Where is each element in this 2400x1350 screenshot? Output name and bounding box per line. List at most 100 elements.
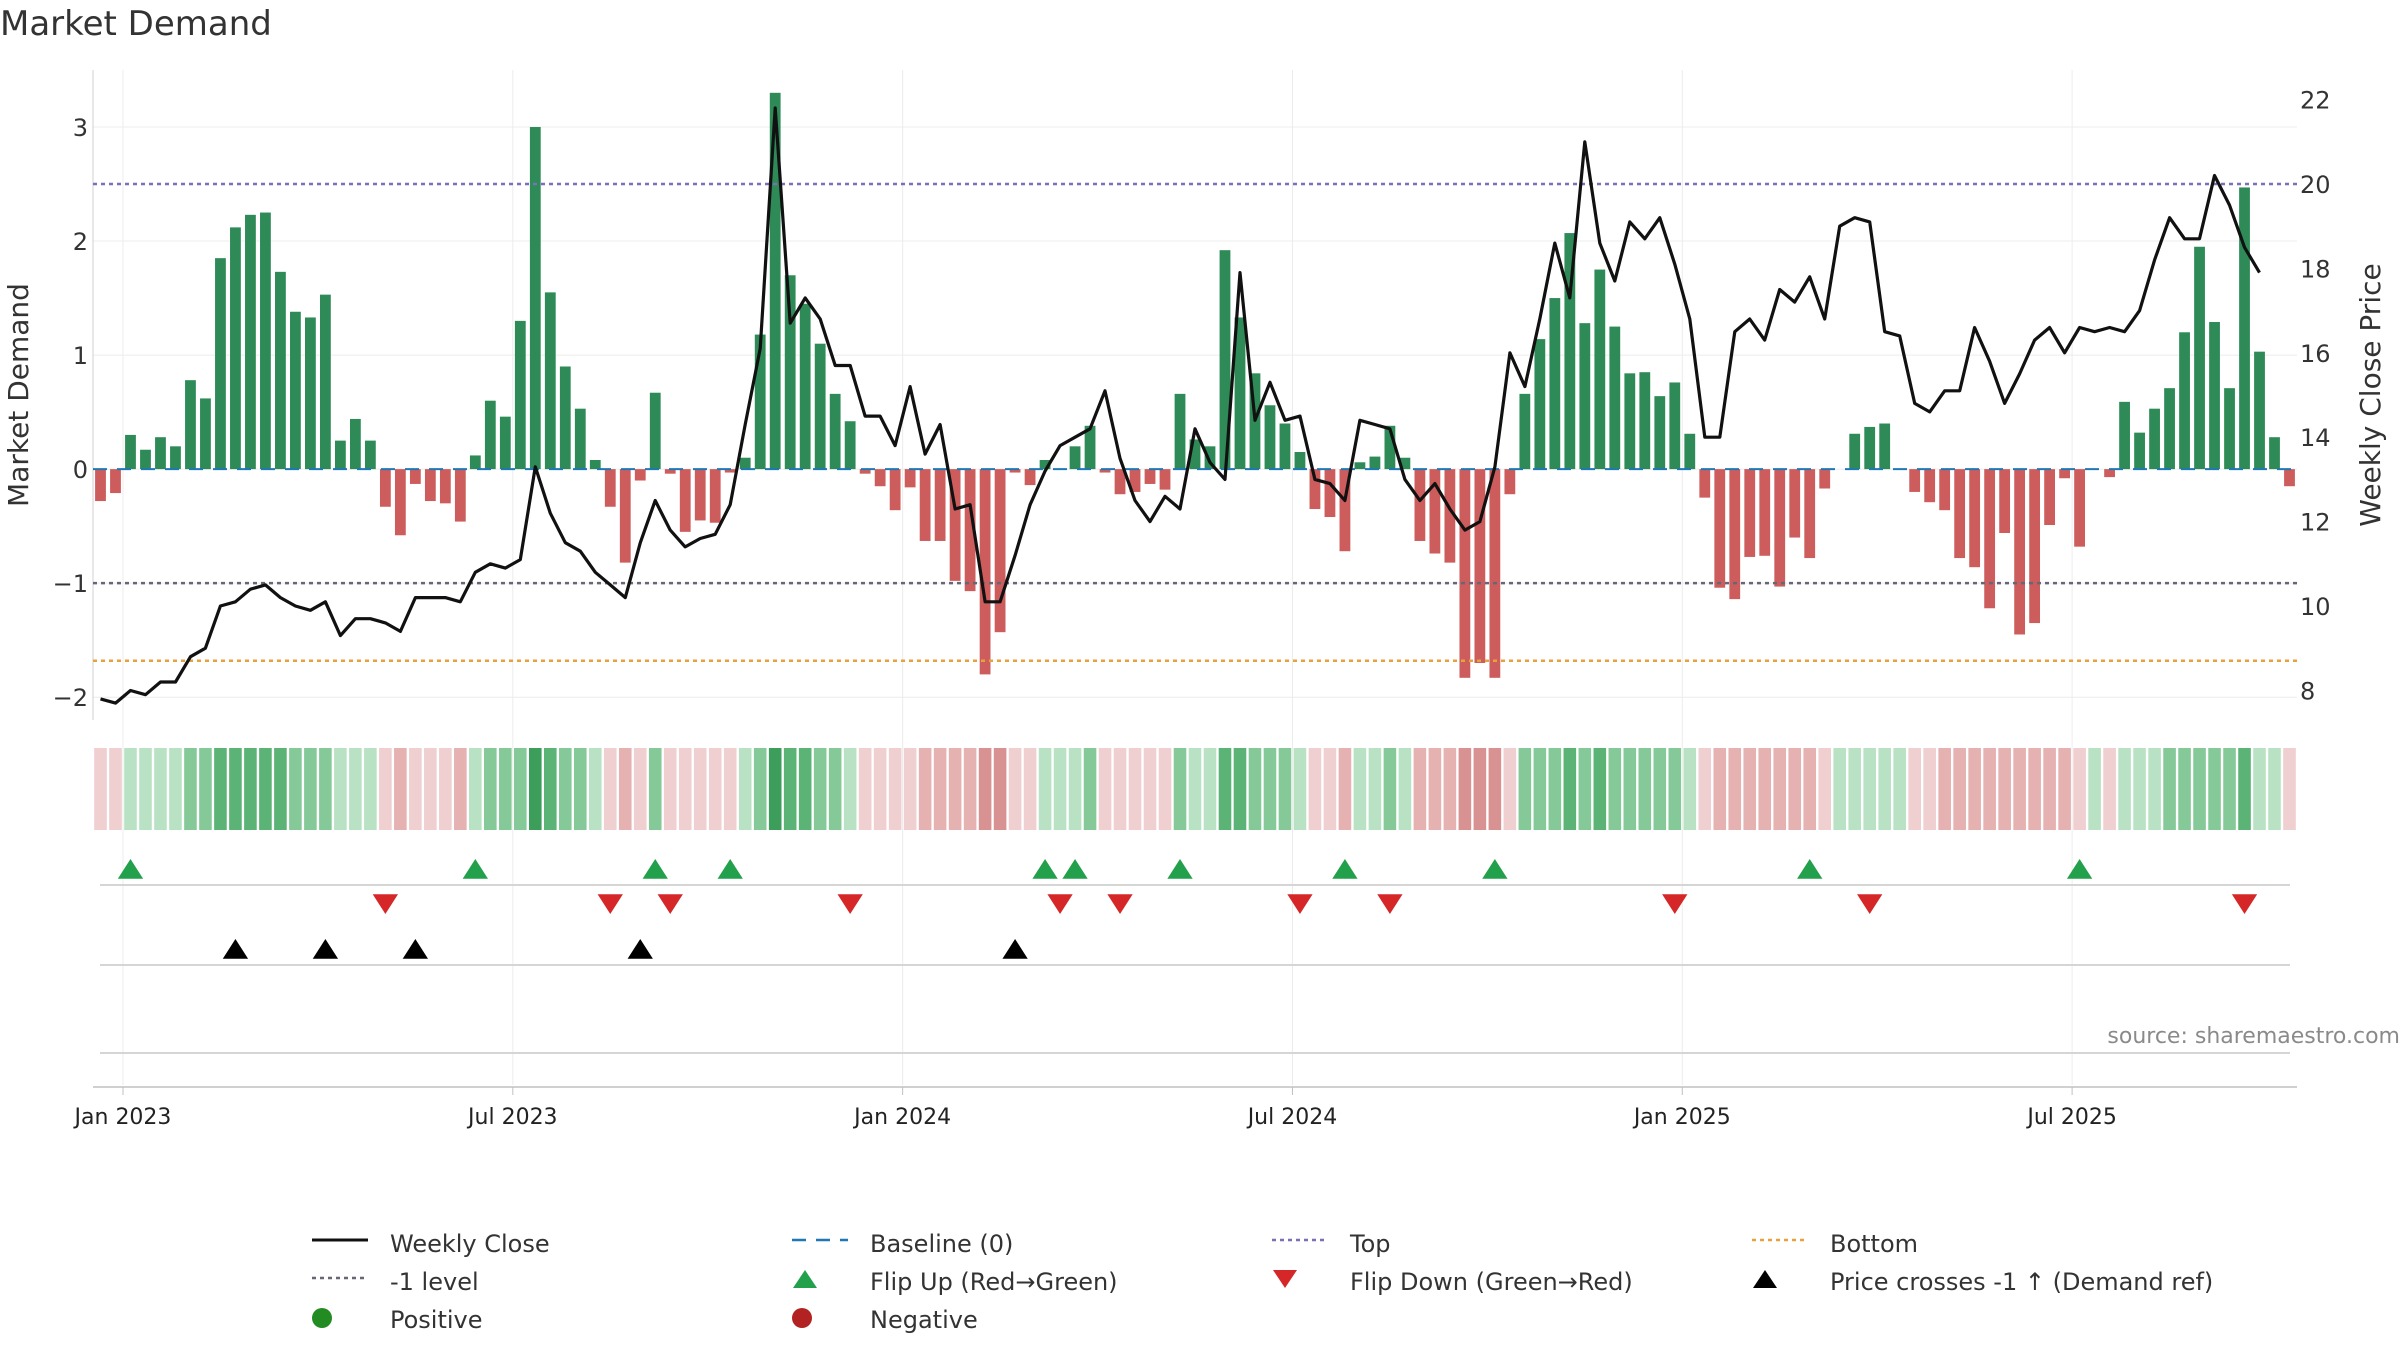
legend-item-flip-down: Flip Down (Green→Red) [1270, 1268, 1633, 1296]
price-cross-marker [222, 939, 249, 959]
heat-cell [1803, 748, 1817, 830]
demand-bar [1399, 457, 1411, 470]
legend-item-positive: Positive [310, 1306, 483, 1334]
solid-line-icon [310, 1232, 380, 1256]
legend-item-minus1: -1 level [310, 1268, 479, 1296]
heat-cell [1728, 748, 1742, 830]
demand-bar [215, 258, 226, 470]
heat-cell [1863, 748, 1876, 830]
heat-cell [783, 748, 797, 830]
heat-cell [484, 748, 497, 830]
flip-down-marker [1662, 894, 1688, 914]
demand-bar [589, 460, 601, 470]
demand-bar [1714, 469, 1726, 588]
demand-bar [1414, 469, 1426, 541]
demand-bar [1264, 405, 1276, 470]
heat-cell [1368, 748, 1382, 830]
x-tick-label: Jul 2025 [2025, 1105, 2117, 1130]
heat-cell [1773, 748, 1787, 830]
heat-cell [1923, 748, 1936, 830]
heat-cell [1848, 748, 1861, 830]
demand-bar [544, 292, 556, 470]
heat-cell [1053, 748, 1067, 830]
chart-legend: Weekly Close Baseline (0) Top Bottom -1 leve… [0, 1210, 2400, 1334]
legend-item-weekly-close: Weekly Close [310, 1230, 550, 1258]
demand-bar [1339, 469, 1351, 552]
heat-cell [1218, 748, 1232, 830]
legend-label: Positive [390, 1306, 483, 1334]
heat-cell [349, 748, 362, 830]
heat-cell [1653, 748, 1667, 830]
demand-bar [1684, 433, 1696, 470]
demand-bar [1114, 469, 1126, 495]
legend-label: Baseline (0) [870, 1230, 1014, 1258]
heat-cell [1083, 748, 1097, 830]
heat-cell [2103, 748, 2116, 830]
heat-cell [1428, 748, 1442, 830]
demand-bar [679, 469, 691, 532]
heat-cell [1278, 748, 1292, 830]
legend-item-negative: Negative [790, 1306, 978, 1334]
demand-bar [230, 227, 241, 470]
heat-cell [1488, 748, 1502, 830]
heat-cell [588, 748, 602, 830]
flip-down-marker [1107, 894, 1133, 914]
heat-cell [1263, 748, 1277, 830]
price-cross-marker [1002, 939, 1028, 959]
demand-bar [1099, 469, 1111, 473]
heat-cell [2178, 748, 2191, 830]
demand-bar [2179, 332, 2190, 470]
heat-cell [813, 748, 827, 830]
y-axis-title: Market Demand [2, 283, 35, 507]
heat-cell [2088, 748, 2101, 830]
flip-down-marker [1377, 894, 1403, 914]
demand-bar [814, 343, 826, 470]
price-cross-marker [312, 939, 339, 959]
demand-bar [874, 469, 886, 487]
demand-bar [619, 469, 631, 563]
legend-item-baseline: Baseline (0) [790, 1230, 1013, 1258]
demand-bar [1759, 469, 1771, 556]
demand-bar [140, 449, 151, 470]
demand-bar [484, 400, 496, 470]
y-tick-label: −1 [53, 570, 88, 598]
flip-up-marker [1332, 859, 1358, 879]
demand-bar [1984, 469, 1996, 609]
heat-cell [1743, 748, 1757, 830]
heat-cell [978, 748, 992, 830]
demand-bar [1384, 425, 1396, 470]
heat-cell [2028, 748, 2041, 830]
legend-item-price-cross: Price crosses -1 ↑ (Demand ref) [1750, 1268, 2213, 1296]
demand-bar [409, 469, 421, 484]
demand-bar [1969, 469, 1981, 568]
heat-cell [543, 748, 557, 830]
x-tick-label: Jan 2025 [1632, 1105, 1731, 1130]
demand-bar [2164, 388, 2175, 470]
heat-cell [903, 748, 917, 830]
heat-cell [1683, 748, 1697, 830]
demand-bar [349, 418, 361, 470]
heat-cell [1893, 748, 1906, 830]
demand-bar [364, 440, 376, 470]
heat-cell [1668, 748, 1682, 830]
heat-cell [1113, 748, 1127, 830]
heat-cell [454, 748, 467, 830]
flip-up-marker [1032, 859, 1058, 879]
demand-bar [934, 469, 946, 541]
heat-cell [2148, 748, 2161, 830]
demand-bar [1144, 469, 1156, 484]
demand-bar [2209, 322, 2220, 470]
demand-bar [439, 469, 451, 504]
demand-bar [1219, 250, 1231, 470]
legend-label: Bottom [1830, 1230, 1919, 1258]
demand-bar [964, 469, 976, 592]
demand-bar [1069, 446, 1081, 470]
heat-cell [1788, 748, 1802, 830]
heat-cell [678, 748, 692, 830]
demand-bar [290, 311, 301, 470]
demand-bar [319, 294, 331, 470]
demand-bar [2119, 401, 2130, 470]
heat-cell [1953, 748, 1966, 830]
heat-cell [1023, 748, 1037, 830]
flip-down-marker [837, 894, 863, 914]
